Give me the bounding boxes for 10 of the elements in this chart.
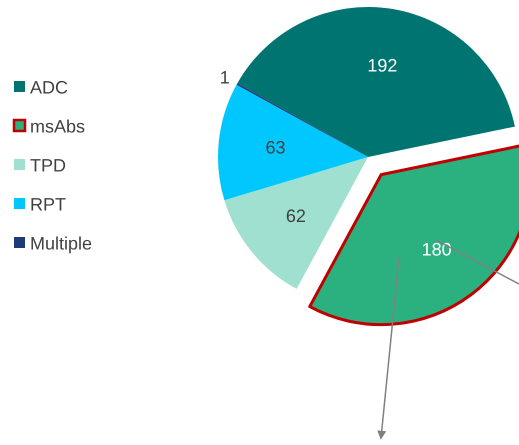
legend-label: RPT: [30, 194, 66, 214]
data-label: 62: [286, 206, 306, 226]
data-label: 1: [220, 67, 230, 88]
data-label: 63: [265, 138, 286, 158]
legend-label: ADC: [30, 77, 68, 98]
legend-label: msAbs: [30, 116, 86, 136]
legend-label: TPD: [30, 155, 66, 176]
data-label: 180: [422, 240, 452, 260]
legend-label: Multiple: [30, 233, 92, 254]
data-label: 192: [367, 55, 398, 76]
